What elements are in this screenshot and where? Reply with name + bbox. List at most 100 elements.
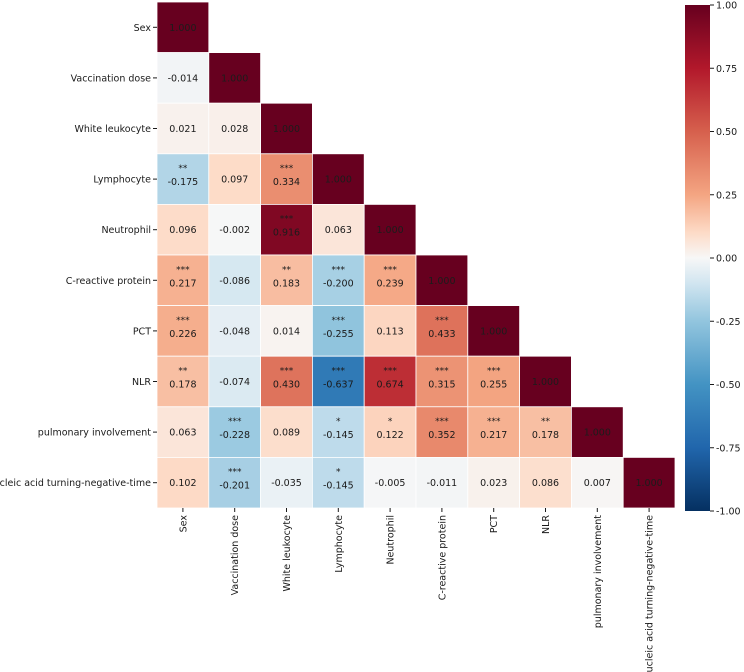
heatmap-cell: *** 0.334 — [260, 153, 313, 205]
x-tick-label: Sex — [178, 515, 189, 533]
heatmap-cell: 0.023 — [467, 456, 520, 509]
colorbar-tick-label: 0.00 — [716, 254, 737, 265]
heatmap-cell: 1.000 — [415, 254, 469, 306]
value-label: 0.217 — [480, 430, 507, 441]
value-label: 1.000 — [480, 326, 507, 337]
cell-fill — [311, 254, 365, 306]
value-label: -0.014 — [168, 73, 199, 84]
value-label: 0.255 — [480, 380, 507, 391]
significance-label: *** — [280, 367, 294, 377]
value-label: 0.089 — [273, 428, 300, 439]
heatmap-cell: *** 0.352 — [415, 406, 469, 458]
significance-label: * — [336, 417, 341, 427]
cell-fill — [467, 406, 520, 458]
significance-label: *** — [487, 417, 501, 427]
heatmap-cell: 1.000 — [467, 305, 520, 357]
cell-fill — [208, 52, 262, 104]
heatmap-cell: * -0.145 — [311, 406, 365, 458]
significance-label: *** — [228, 417, 242, 427]
colorbar-gradient — [685, 5, 710, 511]
value-label: -0.086 — [219, 276, 250, 287]
heatmap-cell: 0.014 — [260, 305, 313, 357]
cell-fill — [156, 102, 210, 155]
heatmap-cell: *** -0.200 — [311, 254, 365, 306]
heatmap-cell: *** -0.255 — [311, 305, 365, 357]
heatmap-cell: 0.097 — [208, 153, 262, 205]
value-label: 1.000 — [169, 23, 196, 34]
significance-label: *** — [435, 417, 449, 427]
heatmap-cell: *** 0.217 — [156, 254, 210, 306]
value-label: -0.637 — [323, 380, 354, 391]
heatmap-cell: ** 0.183 — [260, 254, 313, 306]
colorbar: 1.00 0.75 0.50 0.25 0.00 -0.25 -0.50 -0.75 -1.00 — [685, 1, 741, 518]
cell-fill — [311, 406, 365, 458]
heatmap-cell: 0.102 — [156, 456, 210, 509]
y-tick-label: pulmonary involvement — [38, 428, 151, 439]
value-label: 0.239 — [376, 278, 403, 289]
cell-fill — [208, 254, 262, 306]
heatmap-cell: *** 0.674 — [363, 355, 417, 408]
cell-fill — [311, 305, 365, 357]
heatmap-cell: -0.011 — [415, 456, 469, 509]
heatmap-cell: *** 0.217 — [467, 406, 520, 458]
y-tick-label: Lymphocyte — [93, 175, 151, 186]
heatmap-cell: 1.000 — [260, 102, 313, 155]
x-tick-label: PCT — [489, 515, 500, 533]
y-tick-label: C-reactive protein — [66, 276, 151, 287]
value-label: 0.178 — [169, 380, 196, 391]
value-label: 0.021 — [169, 124, 196, 135]
cell-fill — [311, 153, 365, 205]
significance-label: ** — [541, 417, 551, 427]
significance-label: *** — [435, 316, 449, 326]
cell-fill — [415, 305, 469, 357]
y-tick-label: Neutrophil — [101, 225, 151, 236]
significance-label: *** — [332, 316, 346, 326]
significance-label: *** — [176, 316, 190, 326]
significance-label: *** — [487, 367, 501, 377]
value-label: -0.228 — [219, 430, 250, 441]
cell-fill — [208, 203, 262, 256]
heatmap-cell: 0.086 — [519, 456, 572, 509]
cell-fill — [311, 456, 365, 509]
cell-fill — [363, 456, 417, 509]
y-tick-label: White leukocyte — [74, 124, 151, 135]
cell-fill — [260, 102, 313, 155]
colorbar-tick-label: 1.00 — [716, 1, 737, 12]
x-tick-label: pulmonary involvement — [593, 515, 604, 628]
heatmap-cell: * -0.145 — [311, 456, 365, 509]
heatmap-cell: -0.014 — [156, 52, 210, 104]
cell-fill — [415, 456, 469, 509]
heatmap-cell: *** 0.916 — [260, 203, 313, 256]
cell-fill — [415, 254, 469, 306]
cell-fill — [208, 456, 262, 509]
colorbar-tick-label: 0.50 — [716, 127, 737, 138]
value-label: 0.023 — [480, 478, 507, 489]
value-label: -0.002 — [219, 225, 250, 236]
significance-label: *** — [228, 468, 242, 478]
value-label: 0.430 — [273, 380, 300, 391]
significance-label: *** — [176, 265, 190, 275]
heatmap-cell: 1.000 — [622, 456, 676, 509]
cell-fill — [571, 406, 624, 458]
x-tick-label: Neutrophil — [386, 515, 397, 565]
x-tick-label: White leukocyte — [282, 515, 293, 592]
y-tick-label: NLR — [132, 377, 151, 388]
cell-fill — [260, 456, 313, 509]
value-label: -0.048 — [219, 326, 250, 337]
value-label: 0.916 — [273, 228, 300, 239]
cell-fill — [156, 1, 210, 53]
heatmap-cell: 1.000 — [571, 406, 624, 458]
heatmap-cell: -0.035 — [260, 456, 313, 509]
x-tick-label: Nucleic acid turning-negative-time — [645, 515, 656, 672]
y-tick-label: Sex — [134, 23, 152, 34]
heatmap-cell: 1.000 — [519, 355, 572, 408]
cell-fill — [311, 203, 365, 256]
cell-fill — [260, 254, 313, 306]
value-label: -0.175 — [168, 177, 199, 188]
cell-fill — [571, 456, 624, 509]
value-label: 0.217 — [169, 278, 196, 289]
significance-label: *** — [332, 367, 346, 377]
heatmap-cell: 0.096 — [156, 203, 210, 256]
value-label: 0.014 — [273, 326, 300, 337]
